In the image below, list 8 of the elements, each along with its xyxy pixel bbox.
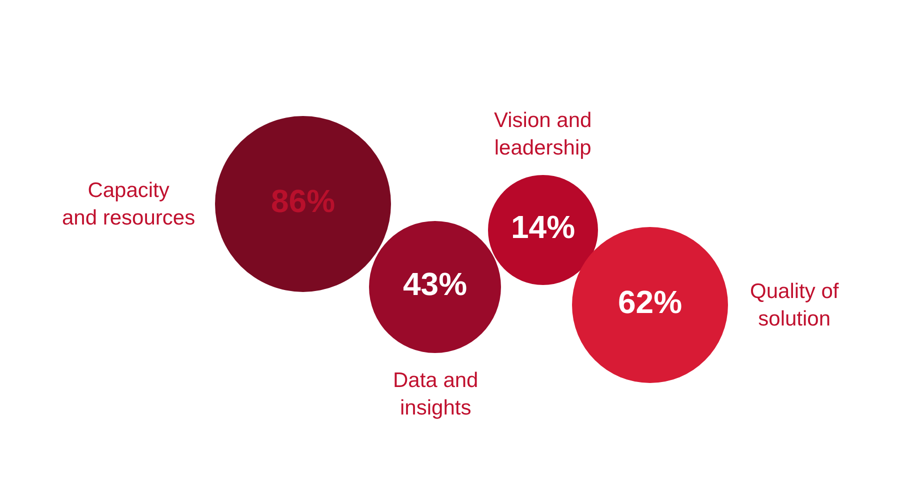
category-label: Quality of solution [750, 280, 839, 330]
data-label: 14% [510, 209, 576, 245]
data-label: 43% [402, 266, 468, 302]
data-label: 62% [618, 284, 682, 320]
category-label: Data and insights [393, 369, 478, 420]
category-label: Capacity and resources [62, 179, 196, 230]
category-label: Vision and leadership [494, 109, 592, 160]
data-label: 86% [270, 183, 336, 219]
